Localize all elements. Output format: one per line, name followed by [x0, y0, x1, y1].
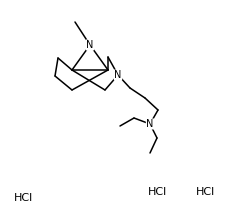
- Text: HCl: HCl: [196, 187, 215, 197]
- Text: N: N: [86, 40, 94, 50]
- Text: N: N: [146, 119, 154, 129]
- Text: HCl: HCl: [14, 193, 33, 203]
- Text: HCl: HCl: [148, 187, 167, 197]
- Text: N: N: [114, 70, 122, 80]
